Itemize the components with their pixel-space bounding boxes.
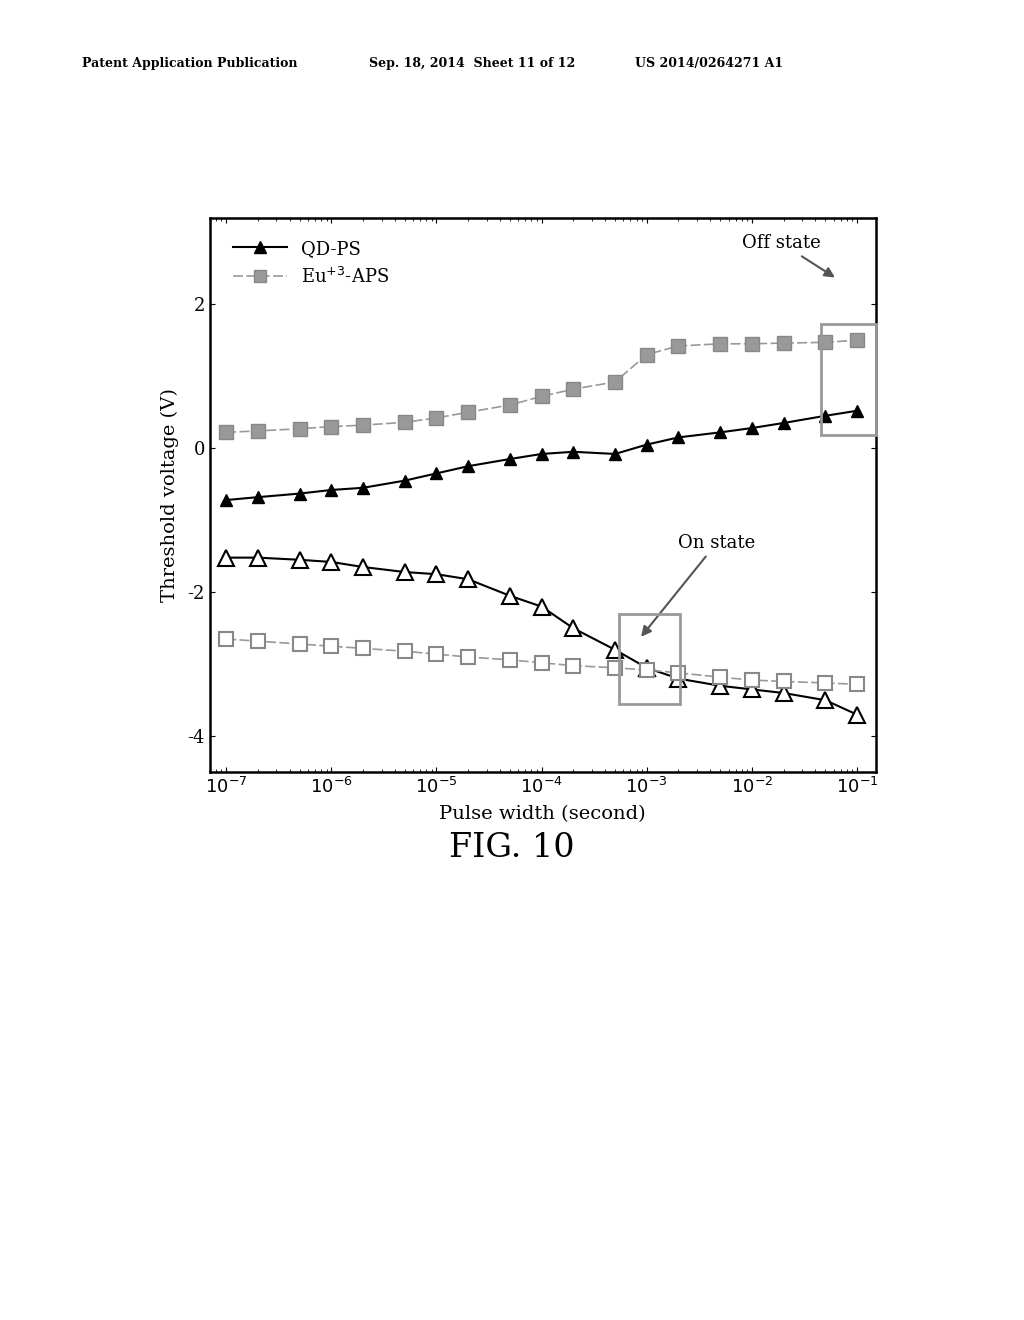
Bar [620,614,680,704]
Text: On state: On state [642,533,756,635]
Text: Off state: Off state [741,234,834,276]
Bar [820,323,876,436]
Legend: QD-PS, Eu$^{+3}$-APS: QD-PS, Eu$^{+3}$-APS [225,232,397,294]
Text: US 2014/0264271 A1: US 2014/0264271 A1 [635,57,783,70]
Text: FIG. 10: FIG. 10 [450,832,574,863]
Y-axis label: Threshold voltage (V): Threshold voltage (V) [161,388,179,602]
Text: Sep. 18, 2014  Sheet 11 of 12: Sep. 18, 2014 Sheet 11 of 12 [369,57,574,70]
X-axis label: Pulse width (second): Pulse width (second) [439,805,646,824]
Text: Patent Application Publication: Patent Application Publication [82,57,297,70]
